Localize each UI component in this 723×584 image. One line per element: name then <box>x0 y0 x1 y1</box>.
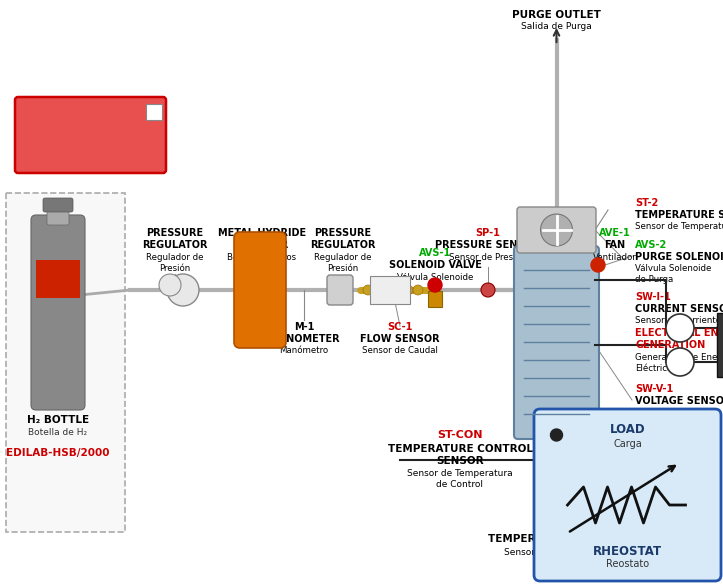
Text: Salida de Purga: Salida de Purga <box>521 22 592 31</box>
Text: Eléctrica: Eléctrica <box>635 364 672 373</box>
Text: Botella de H₂: Botella de H₂ <box>28 428 87 437</box>
Text: SENSOR: SENSOR <box>436 456 484 466</box>
Text: SECURITY H₂ DETECTOR: SECURITY H₂ DETECTOR <box>23 108 157 118</box>
Text: Válvula Solenoide: Válvula Solenoide <box>397 273 473 282</box>
Text: H₂ BOTTLE: H₂ BOTTLE <box>27 415 89 425</box>
Circle shape <box>403 285 413 295</box>
Text: Presión: Presión <box>328 264 359 273</box>
Text: REGULATOR: REGULATOR <box>310 240 376 250</box>
Text: RHEOSTAT: RHEOSTAT <box>593 545 662 558</box>
FancyBboxPatch shape <box>517 207 596 253</box>
Circle shape <box>550 429 562 441</box>
Text: SW-I-1: SW-I-1 <box>635 292 671 302</box>
Text: de H₂: de H₂ <box>77 134 103 143</box>
FancyBboxPatch shape <box>43 198 73 212</box>
Text: PURGE SOLENOID VALVE: PURGE SOLENOID VALVE <box>635 252 723 262</box>
Text: Sensor de Presión: Sensor de Presión <box>450 253 526 262</box>
Circle shape <box>541 214 573 246</box>
FancyBboxPatch shape <box>6 193 125 532</box>
Text: Sensor de Corriente: Sensor de Corriente <box>635 316 721 325</box>
FancyBboxPatch shape <box>327 275 353 305</box>
Text: Manómetro: Manómetro <box>279 346 328 355</box>
FancyBboxPatch shape <box>47 206 69 225</box>
FancyBboxPatch shape <box>15 97 166 173</box>
Text: REGULATOR: REGULATOR <box>142 240 208 250</box>
Circle shape <box>393 285 403 295</box>
FancyBboxPatch shape <box>36 260 80 298</box>
Text: TEMPERATURE SENSOR: TEMPERATURE SENSOR <box>488 534 625 544</box>
Text: SP-1: SP-1 <box>476 228 500 238</box>
Circle shape <box>591 258 605 272</box>
Text: GENERATION: GENERATION <box>635 340 705 350</box>
Text: Sensor de Voltaje: Sensor de Voltaje <box>635 408 710 417</box>
Text: ST-1: ST-1 <box>543 520 570 530</box>
Text: Botella Hidruros: Botella Hidruros <box>228 253 296 262</box>
Text: VOLTAGE SENSOR: VOLTAGE SENSOR <box>635 396 723 406</box>
Text: ST-CON: ST-CON <box>437 430 483 440</box>
Text: TEMPERATURE SENSOR: TEMPERATURE SENSOR <box>635 210 723 220</box>
Text: Detector de Seguridad: Detector de Seguridad <box>38 122 142 131</box>
FancyBboxPatch shape <box>428 291 442 307</box>
Text: ST-2: ST-2 <box>635 198 658 208</box>
Text: METAL HYDRIDE: METAL HYDRIDE <box>218 228 306 238</box>
Text: LOAD: LOAD <box>715 326 723 335</box>
Text: PRESSURE: PRESSURE <box>315 228 372 238</box>
Text: PRESSURE SENSOR: PRESSURE SENSOR <box>435 240 541 250</box>
Text: Metálicos: Metálicos <box>241 264 283 273</box>
FancyBboxPatch shape <box>514 246 599 439</box>
Text: Presión: Presión <box>159 264 191 273</box>
Text: Generación de Energía: Generación de Energía <box>635 352 723 361</box>
Text: de Purga: de Purga <box>635 275 673 284</box>
Text: SC-1: SC-1 <box>388 322 413 332</box>
Text: ■: ■ <box>151 107 157 112</box>
Text: AVS-2: AVS-2 <box>635 240 667 250</box>
Circle shape <box>167 274 199 306</box>
Text: Sensor de Temperatura: Sensor de Temperatura <box>504 548 609 557</box>
Text: PRESSURE: PRESSURE <box>147 228 204 238</box>
FancyBboxPatch shape <box>534 409 721 581</box>
Text: ELECTRICAL ENERGY: ELECTRICAL ENERGY <box>635 328 723 338</box>
Text: A: A <box>676 321 684 331</box>
FancyBboxPatch shape <box>717 313 723 377</box>
Text: de Control: de Control <box>437 480 484 489</box>
Circle shape <box>666 348 694 376</box>
FancyBboxPatch shape <box>146 104 162 120</box>
Circle shape <box>428 278 442 292</box>
Circle shape <box>666 314 694 342</box>
Text: Sensor de Temperatura: Sensor de Temperatura <box>635 222 723 231</box>
FancyBboxPatch shape <box>31 215 85 410</box>
Text: SW-V-1: SW-V-1 <box>635 384 673 394</box>
Text: Sensor de Caudal: Sensor de Caudal <box>362 346 438 355</box>
Text: Sensor de Temperatura: Sensor de Temperatura <box>407 469 513 478</box>
Text: EDILAB-HSB/2000: EDILAB-HSB/2000 <box>7 448 110 458</box>
Text: Ventilador: Ventilador <box>593 253 636 262</box>
FancyBboxPatch shape <box>370 276 410 304</box>
Circle shape <box>383 285 393 295</box>
Text: LOAD: LOAD <box>609 423 646 436</box>
Text: MANOMETER: MANOMETER <box>269 334 339 344</box>
Text: AVS-1: AVS-1 <box>419 248 451 258</box>
Text: CYLINDER: CYLINDER <box>235 240 289 250</box>
Text: V: V <box>676 355 684 365</box>
Circle shape <box>363 285 373 295</box>
Text: CURRENT SENSOR: CURRENT SENSOR <box>635 304 723 314</box>
Text: FAN: FAN <box>604 240 625 250</box>
Text: Reostato: Reostato <box>606 559 649 569</box>
Circle shape <box>481 283 495 297</box>
Circle shape <box>413 285 423 295</box>
Text: Regulador de: Regulador de <box>146 253 204 262</box>
Text: M-1: M-1 <box>294 322 315 332</box>
Text: TEMPERATURE CONTROL: TEMPERATURE CONTROL <box>388 444 533 454</box>
Text: PURGE OUTLET: PURGE OUTLET <box>512 10 601 20</box>
Text: AVE-1: AVE-1 <box>599 228 630 238</box>
Text: Carga: Carga <box>613 439 642 449</box>
Text: SOLENOID VALVE: SOLENOID VALVE <box>388 260 482 270</box>
Text: FLOW SENSOR: FLOW SENSOR <box>360 334 440 344</box>
Circle shape <box>159 274 181 296</box>
Circle shape <box>373 285 383 295</box>
Text: Regulador de: Regulador de <box>315 253 372 262</box>
Text: Válvula Solenoide: Válvula Solenoide <box>635 264 711 273</box>
Text: Carga: Carga <box>716 337 723 346</box>
FancyBboxPatch shape <box>234 232 286 348</box>
